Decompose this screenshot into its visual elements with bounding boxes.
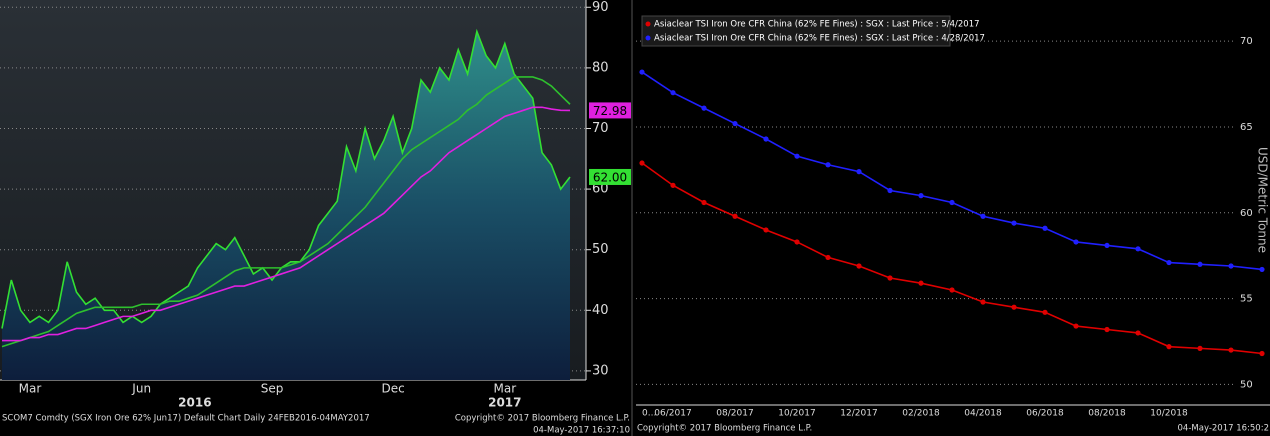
point <box>1166 259 1172 266</box>
x-tick-label: Sep <box>261 382 284 396</box>
point <box>949 287 955 293</box>
moving-average <box>1 76 571 348</box>
moving-average <box>2 106 571 342</box>
y-tick-label: 50 <box>1240 379 1253 390</box>
point <box>887 275 893 281</box>
point <box>980 213 986 219</box>
legend-label: Asiaclear TSI Iron Ore CFR China (62% FE… <box>654 20 980 30</box>
point <box>1073 323 1079 329</box>
y-tick-label: 70 <box>592 121 609 136</box>
year-label: 2016 <box>178 396 211 410</box>
point <box>1166 344 1172 350</box>
point <box>1011 220 1017 226</box>
point <box>949 199 955 206</box>
x-tick-label: 10/2018 <box>1150 409 1188 419</box>
point <box>980 299 986 305</box>
point <box>887 187 893 194</box>
point <box>1228 263 1234 269</box>
footer-text: Copyright© 2017 Bloomberg Finance L.P. <box>637 424 812 434</box>
y-tick-label: 40 <box>592 303 609 318</box>
point <box>1104 326 1110 333</box>
point <box>639 160 645 166</box>
x-tick-label: Dec <box>381 382 404 396</box>
x-tick-label: 02/2018 <box>902 409 940 419</box>
legend-marker <box>645 35 651 41</box>
point <box>732 120 738 127</box>
footer-text: 04-May-2017 16:37:10 <box>533 426 630 436</box>
x-tick-label: Mar <box>19 382 42 396</box>
y-tick-label: 55 <box>1240 294 1253 305</box>
y-tick-label: 90 <box>592 0 609 15</box>
legend-label: Asiaclear TSI Iron Ore CFR China (62% FE… <box>654 34 985 44</box>
point <box>1197 261 1203 267</box>
point <box>701 199 707 206</box>
y-tick-label: 30 <box>592 363 609 378</box>
year-label: 2017 <box>488 396 521 410</box>
point <box>1073 239 1079 245</box>
x-tick-label: Mar <box>493 382 516 396</box>
point <box>856 169 862 175</box>
last-value-box <box>589 168 631 185</box>
point <box>1259 266 1265 273</box>
x-tick-label: 08/2018 <box>1088 409 1126 419</box>
last-value-box <box>589 102 631 119</box>
x-tick-label: 06/2018 <box>1026 409 1064 419</box>
point <box>701 105 707 111</box>
footer-text: 04-May-2017 16:50:2 <box>1178 424 1269 434</box>
x-tick-label: 04/2018 <box>964 409 1002 419</box>
point <box>1135 246 1141 252</box>
point <box>825 162 831 168</box>
point <box>1197 345 1203 351</box>
y-tick-label: 60 <box>1240 208 1253 219</box>
footer-text: SCOM7 Comdty (SGX Iron Ore 62% Jun17) De… <box>2 414 370 424</box>
point <box>1011 304 1017 310</box>
y-tick-label: 65 <box>1240 122 1253 133</box>
legend-box <box>641 15 951 47</box>
legend-marker <box>645 21 651 27</box>
x-tick-label: 08/2017 <box>716 409 753 419</box>
x-tick-label: 06/2017 <box>654 409 691 419</box>
point <box>639 69 645 75</box>
point <box>794 239 800 245</box>
point <box>1042 225 1048 231</box>
y-axis-title: USD/Metric Tonne <box>1256 147 1270 253</box>
y-tick-label: 60 <box>592 182 609 197</box>
x-tick-label: Jun <box>131 382 151 396</box>
y-tick-label: 50 <box>592 242 609 257</box>
last-value-label: 62.00 <box>593 170 627 184</box>
footer-text: Copyright© 2017 Bloomberg Finance L.P. <box>455 414 630 424</box>
point <box>918 193 924 199</box>
price-area <box>2 31 570 381</box>
point <box>1104 242 1110 249</box>
point <box>1042 309 1048 315</box>
point <box>670 182 676 188</box>
price-line <box>1 28 571 329</box>
point <box>825 254 831 261</box>
x-tick-label: 12/2017 <box>840 409 877 419</box>
point <box>1228 347 1234 353</box>
point <box>794 153 800 159</box>
x-tick-label: 0... <box>642 409 656 419</box>
point <box>1135 330 1141 336</box>
y-tick-label: 70 <box>1240 36 1253 47</box>
x-tick-label: 10/2017 <box>778 409 815 419</box>
point <box>1259 350 1265 357</box>
y-tick-label: 80 <box>592 60 609 75</box>
point <box>732 213 738 219</box>
last-value-label: 72.98 <box>593 104 627 118</box>
point <box>763 227 769 233</box>
point <box>856 263 862 269</box>
point <box>670 90 676 96</box>
point <box>918 280 924 286</box>
point <box>763 136 769 142</box>
